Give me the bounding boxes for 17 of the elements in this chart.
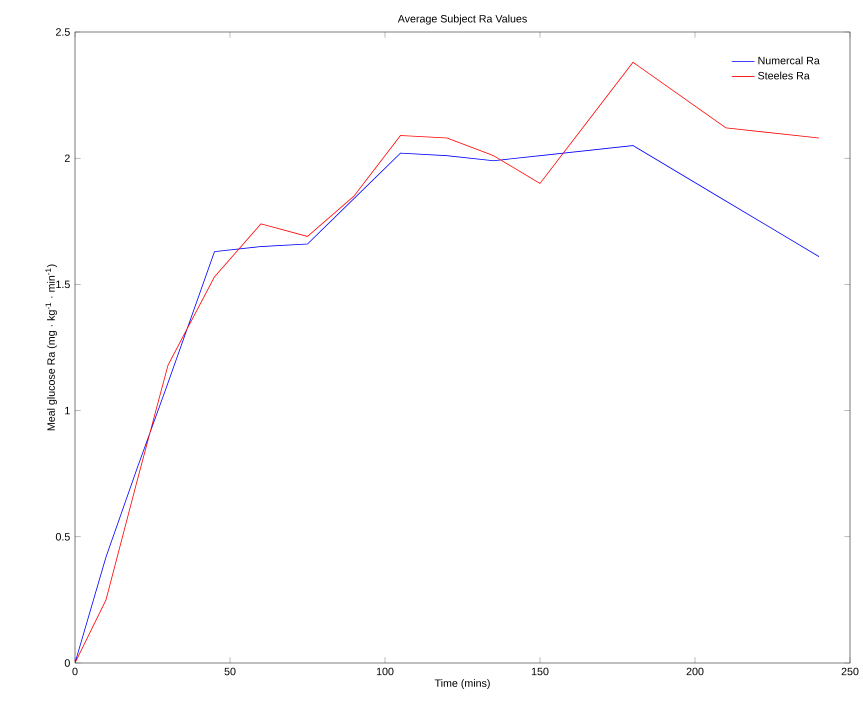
y-tick-label: 0 [64,659,70,667]
y-axis-title: Meal glucose Ra (mg · kg$^{-1}$ · min$^{-1}$) [46,264,57,430]
x-tick-label: 50 [224,668,236,676]
x-tick-label: 100 [376,668,394,676]
y-tick-label: 1.5 [56,280,70,288]
x-tick-label: 150 [532,668,548,676]
y-tick-label: 2 [64,154,70,162]
y-tick-label: 2.5 [56,28,70,36]
y-tick-label: 1 [65,406,70,414]
chart-title: Average Subject Ra Values [398,14,527,25]
x-tick-label: 0 [72,668,78,676]
legend-label: Steeles Ra [758,72,810,80]
legend-label: Numercal Ra [758,56,820,64]
x-tick-label: 200 [686,668,704,676]
x-axis-title: Time (mins) [434,679,490,690]
x-tick-label: 250 [842,668,858,676]
y-tick-label: 0.5 [56,533,70,541]
